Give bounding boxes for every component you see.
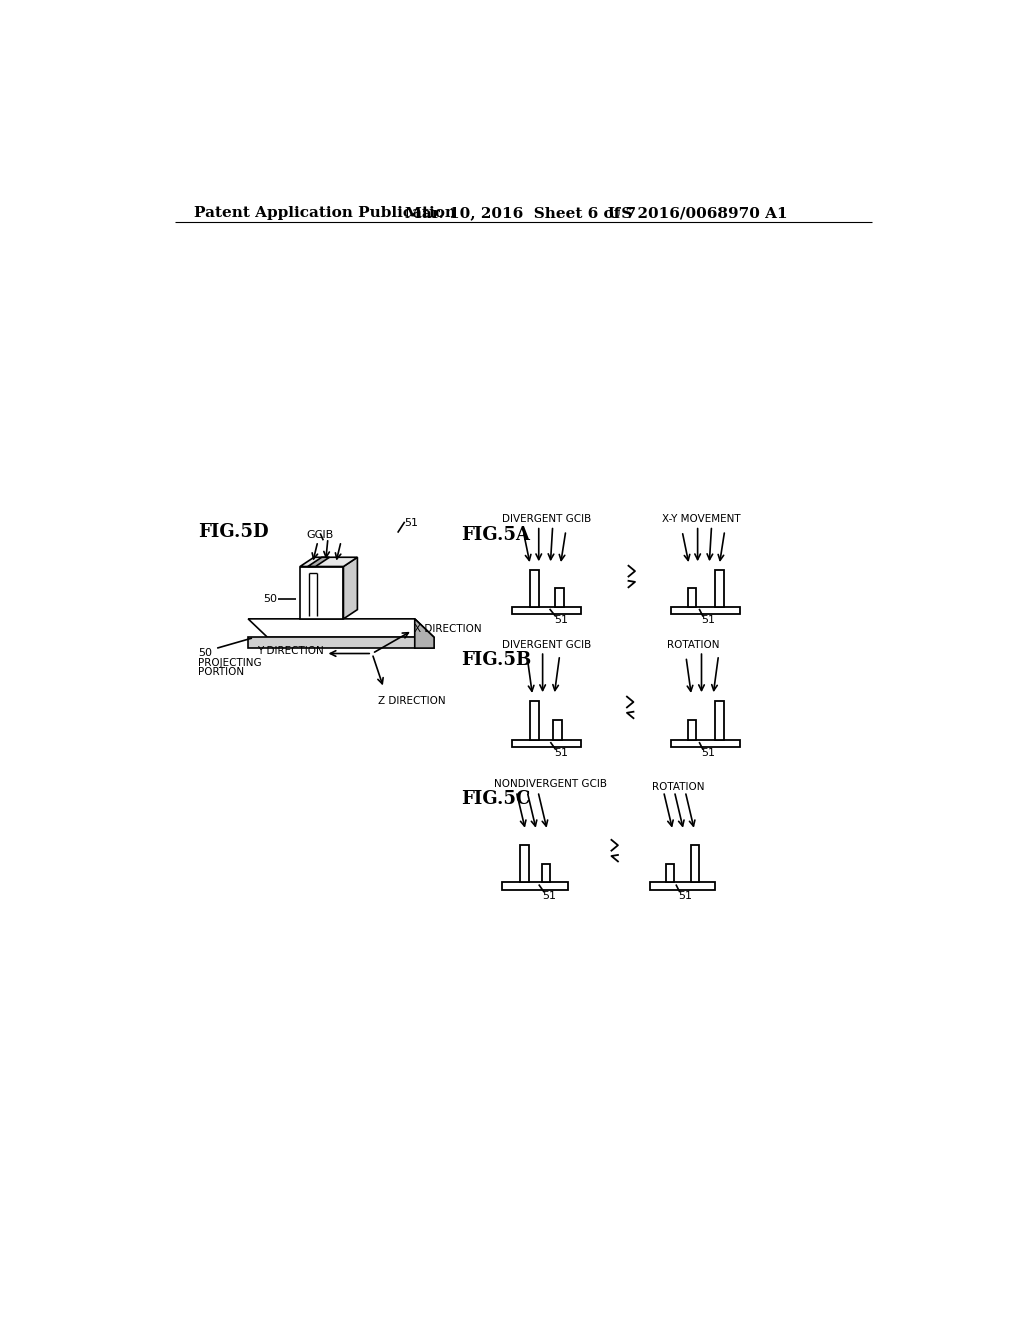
Text: 51: 51 [701,615,716,624]
Text: FIG.5C: FIG.5C [461,789,530,808]
Text: X DIRECTION: X DIRECTION [414,624,481,634]
Polygon shape [415,619,434,648]
Bar [671,739,740,747]
Bar [666,863,675,882]
Polygon shape [248,619,434,638]
Text: US 2016/0068970 A1: US 2016/0068970 A1 [608,206,788,220]
Text: Z DIRECTION: Z DIRECTION [378,696,445,706]
Bar [687,589,696,607]
Bar [530,701,539,739]
Bar [716,570,724,607]
Text: DIVERGENT GCIB: DIVERGENT GCIB [502,640,591,649]
Text: ROTATION: ROTATION [652,781,705,792]
Bar [530,570,539,607]
Bar [512,739,582,747]
Text: ROTATION: ROTATION [668,640,720,649]
Text: PORTION: PORTION [198,668,244,677]
Bar [716,701,724,739]
Bar [512,607,582,614]
Bar [687,719,696,739]
Polygon shape [308,557,330,566]
Bar [690,845,699,882]
Text: 50: 50 [198,648,212,659]
Bar [555,589,563,607]
Bar [649,882,716,890]
Text: X-Y MOVEMENT: X-Y MOVEMENT [663,515,740,524]
Text: NONDIVERGENT GCIB: NONDIVERGENT GCIB [494,779,607,789]
Bar [503,882,568,890]
Text: 51: 51 [701,748,716,758]
Bar [520,845,528,882]
Text: Mar. 10, 2016  Sheet 6 of 7: Mar. 10, 2016 Sheet 6 of 7 [406,206,637,220]
Bar [671,607,740,614]
Text: GCIB: GCIB [306,531,334,540]
Polygon shape [343,557,357,619]
Polygon shape [300,557,357,566]
Bar [542,863,550,882]
Text: 51: 51 [543,891,557,900]
Text: 51: 51 [678,891,692,900]
Text: FIG.5B: FIG.5B [461,651,531,669]
Text: FIG.5D: FIG.5D [198,523,268,541]
Polygon shape [248,638,415,648]
Bar [554,719,562,739]
Text: DIVERGENT GCIB: DIVERGENT GCIB [502,515,591,524]
Text: 50: 50 [263,594,276,603]
Text: Y DIRECTION: Y DIRECTION [257,647,324,656]
Text: FIG.5A: FIG.5A [461,527,530,544]
Text: 51: 51 [554,615,568,624]
Text: 51: 51 [404,517,419,528]
Text: 51: 51 [554,748,568,758]
Text: PROJECTING: PROJECTING [198,659,261,668]
Polygon shape [300,566,343,619]
Text: Patent Application Publication: Patent Application Publication [194,206,456,220]
